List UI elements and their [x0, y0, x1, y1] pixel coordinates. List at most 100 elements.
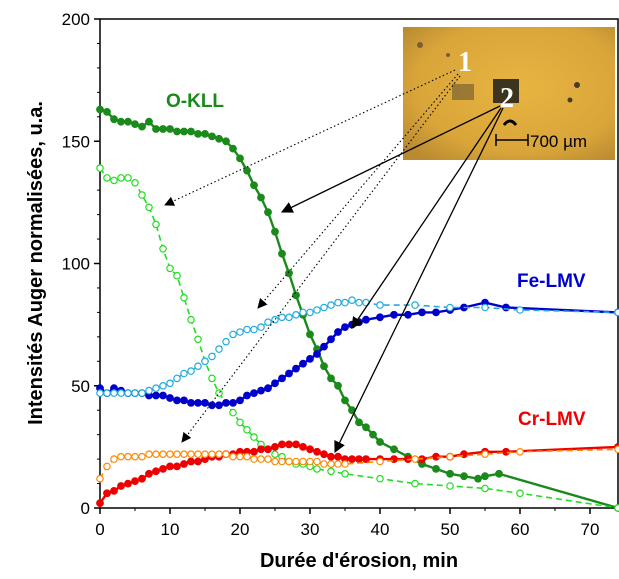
data-point [257, 386, 265, 395]
data-point [285, 440, 293, 449]
data-point [194, 130, 202, 138]
data-point [411, 479, 419, 488]
data-point [299, 308, 307, 317]
inset-label-2: 2 [500, 83, 514, 114]
data-point [292, 440, 300, 449]
data-point [334, 328, 342, 336]
data-point [334, 452, 342, 461]
data-point [327, 452, 335, 461]
data-point [138, 122, 146, 131]
data-point [166, 264, 174, 273]
data-point [306, 457, 314, 466]
data-point [152, 125, 160, 133]
data-point [243, 452, 251, 461]
data-point [432, 465, 440, 473]
data-point [320, 342, 328, 351]
data-point [446, 303, 454, 312]
data-point [131, 120, 139, 128]
data-point [110, 455, 118, 463]
data-point [236, 418, 244, 427]
data-point [292, 291, 300, 300]
data-point [334, 460, 342, 468]
data-point [348, 455, 356, 464]
data-point [348, 296, 356, 305]
data-point [376, 438, 384, 446]
data-point [362, 315, 370, 324]
data-point [103, 489, 111, 498]
y-tick-label: 200 [62, 10, 90, 29]
data-point [117, 452, 125, 461]
data-point [327, 301, 335, 309]
x-tick-label: 10 [161, 520, 180, 539]
data-point [222, 337, 230, 346]
data-point [131, 452, 139, 461]
data-point [166, 379, 174, 388]
data-point [390, 445, 398, 454]
series-group [96, 105, 619, 512]
data-point [299, 443, 307, 451]
data-point [131, 477, 139, 486]
data-point [194, 450, 202, 459]
data-point [271, 443, 279, 451]
data-point [250, 433, 258, 441]
data-point [166, 125, 174, 133]
data-point [180, 293, 188, 302]
data-point [362, 455, 370, 464]
data-point [229, 408, 237, 417]
data-point [327, 460, 335, 468]
y-axis: 0 50 100 150 200 [62, 10, 100, 518]
data-point [320, 450, 328, 459]
data-point [341, 396, 349, 405]
data-point [362, 423, 370, 432]
data-point [614, 445, 619, 454]
arrow-2-to-fe-lmv-solid [351, 107, 502, 329]
data-point [215, 134, 223, 143]
data-point [446, 482, 454, 490]
data-point [313, 306, 321, 314]
data-point [334, 298, 342, 307]
data-point [320, 303, 328, 312]
inset-dot-a [417, 42, 423, 48]
data-point [250, 455, 258, 463]
data-point [138, 452, 146, 461]
data-point [271, 379, 279, 388]
series-line [99, 167, 619, 509]
data-point [236, 396, 244, 405]
data-point [194, 362, 202, 371]
data-point [124, 117, 132, 126]
data-point [201, 450, 209, 459]
data-point [131, 179, 139, 187]
data-point [180, 369, 188, 378]
x-axis-title: Durée d'érosion, min [260, 550, 458, 572]
data-point [208, 401, 216, 410]
data-point [355, 418, 363, 427]
data-point [229, 144, 237, 153]
data-point [236, 328, 244, 336]
inset-spot-2 [493, 79, 519, 103]
series-fe-lmv-2 [96, 296, 619, 397]
data-point [355, 298, 363, 307]
data-point [222, 137, 230, 146]
data-point [278, 249, 286, 258]
data-point [236, 154, 244, 163]
data-point [215, 401, 223, 410]
data-point [376, 474, 384, 483]
data-point [103, 108, 111, 116]
x-tick-label: 50 [441, 520, 460, 539]
data-point [110, 389, 118, 397]
data-point [355, 455, 363, 464]
data-point [243, 166, 251, 175]
data-point [313, 465, 321, 473]
data-point [306, 308, 314, 317]
data-point [369, 430, 377, 439]
data-point [208, 450, 216, 459]
data-point [614, 308, 619, 317]
data-point [264, 208, 272, 217]
data-point [516, 447, 524, 456]
data-point [201, 399, 209, 407]
data-point [124, 452, 132, 461]
data-point [285, 369, 293, 378]
data-point [131, 389, 139, 397]
data-point [159, 465, 167, 473]
data-point [229, 330, 237, 339]
